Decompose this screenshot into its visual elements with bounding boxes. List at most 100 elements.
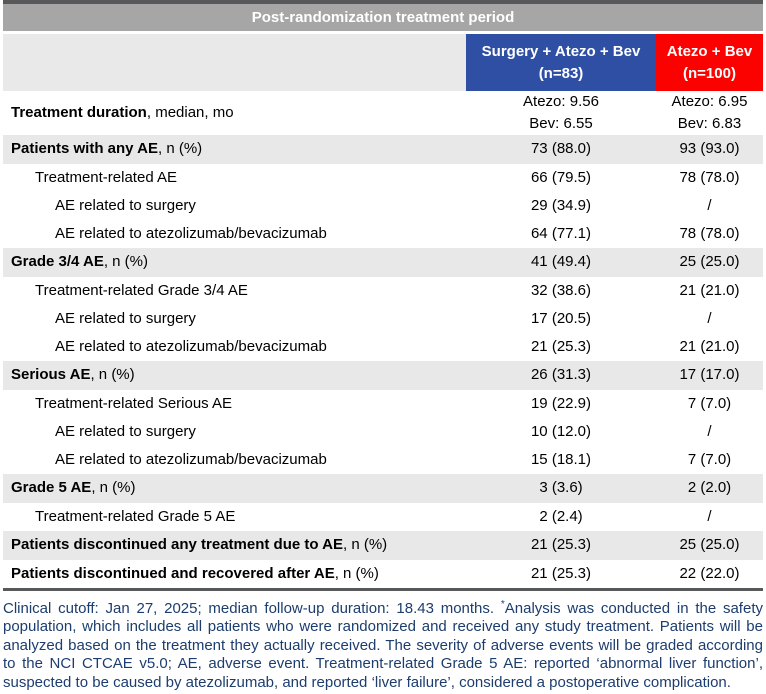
title-divider [3,31,763,34]
footnote-text-1: Clinical cutoff: Jan 27, 2025; median fo… [3,599,501,617]
row-value-atezo-bev: 7 (7.0) [687,394,732,412]
column-header-line2: (n=83) [538,64,584,82]
row-label-bold: Grade 5 AE [11,479,92,496]
table-row: Treatment-related Grade 3/4 AE 32 (38.6)… [3,277,763,305]
table-row: Patients discontinued any treatment due … [3,530,763,560]
table-row: AE related to surgery 10 (12.0) / [3,418,763,446]
column-header-line2: (n=100) [683,64,736,82]
row-value-atezo-bev: / [707,196,712,214]
row-value-surgery-atezo-bev: 19 (22.9) [530,394,592,412]
footnote: Clinical cutoff: Jan 27, 2025; median fo… [3,598,763,693]
row-label-bold: Patients discontinued any treatment due … [11,536,343,553]
table-header-row: Surgery + Atezo + Bev (n=83) Atezo + Bev… [3,34,763,91]
row-value-surgery-atezo-bev: 10 (12.0) [530,422,592,440]
table-row: Grade 3/4 AE, n (%) 41 (49.4) 25 (25.0) [3,247,763,277]
row-value-surgery-atezo-bev: 26 (31.3) [530,366,592,384]
row-label-bold: Patients with any AE [11,140,158,157]
row-label: Patients discontinued any treatment due … [3,536,466,554]
row-label: Treatment-related Grade 3/4 AE [3,282,466,300]
row-value-atezo-bev: 25 (25.0) [679,253,740,271]
row-label-rest: , n (%) [90,366,135,383]
column-header-surgery-atezo-bev: Surgery + Atezo + Bev (n=83) [466,34,656,91]
row-label-rest: , n (%) [91,479,136,496]
row-value-atezo-bev: / [707,422,712,440]
row-value-surgery-atezo-bev: 66 (79.5) [530,168,592,186]
table-row: Patients discontinued and recovered afte… [3,560,763,588]
row-value-surgery-atezo-bev: 15 (18.1) [530,450,592,468]
table-row: AE related to surgery 29 (34.9) / [3,192,763,220]
row-label: AE related to surgery [3,423,466,441]
column-header-line1: Surgery + Atezo + Bev [481,42,641,60]
row-label: Treatment-related Serious AE [3,395,466,413]
row-label-rest: , n (%) [103,253,149,270]
row-value-surgery-atezo-bev: Atezo: 9.56 Bev: 6.55 [523,93,599,132]
footnote-text-2: Analysis was conducted in the safety pop… [3,599,763,691]
table-top-border [3,0,763,4]
row-value-surgery-atezo-bev: 32 (38.6) [530,281,592,299]
row-value-surgery-atezo-bev: 64 (77.1) [530,224,592,242]
table-title: Post-randomization treatment period [3,4,763,31]
table-row: Serious AE, n (%) 26 (31.3) 17 (17.0) [3,360,763,390]
row-value-surgery-atezo-bev: 3 (3.6) [539,479,583,497]
row-label: Grade 3/4 AE, n (%) [3,253,466,271]
row-value-surgery-atezo-bev: 41 (49.4) [530,253,592,271]
row-label-rest: , median, mo [146,103,234,121]
row-value-atezo-bev: 17 (17.0) [679,366,740,384]
header-spacer-cell [3,34,466,91]
table-row: AE related to atezolizumab/bevacizumab 6… [3,220,763,248]
row-label-rest: AE related to atezolizumab/bevacizumab [55,224,327,242]
row-label-rest: AE related to atezolizumab/bevacizumab [55,450,327,468]
table-row: Treatment-related Grade 5 AE 2 (2.4) / [3,503,763,531]
row-value-atezo-bev: 21 (21.0) [679,281,740,299]
table-row: Treatment-related AE 66 (79.5) 78 (78.0) [3,164,763,192]
row-label-bold: Patients discontinued and recovered afte… [11,564,335,582]
row-label: Patients with any AE, n (%) [3,140,466,158]
row-label: Serious AE, n (%) [3,366,466,384]
table-body: Treatment duration, median, mo Atezo: 9.… [3,91,763,588]
row-label: Grade 5 AE, n (%) [3,479,466,497]
row-value-surgery-atezo-bev: 21 (25.3) [530,337,592,355]
row-label-rest: Treatment-related Serious AE [35,394,233,412]
table-row: AE related to surgery 17 (20.5) / [3,305,763,333]
row-label-rest: AE related to surgery [55,422,196,440]
row-label-rest: Treatment-related AE [35,168,178,186]
row-label-rest: AE related to atezolizumab/bevacizumab [55,337,327,355]
row-label-rest: , n (%) [343,536,388,553]
row-label: Treatment duration, median, mo [3,104,466,122]
row-value-atezo-bev: 78 (78.0) [679,168,740,186]
row-label: AE related to surgery [3,310,466,328]
table-row: Grade 5 AE, n (%) 3 (3.6) 2 (2.0) [3,473,763,503]
column-header-atezo-bev: Atezo + Bev (n=100) [656,34,763,91]
row-value-atezo-bev: 22 (22.0) [679,564,740,582]
row-value-surgery-atezo-bev: 2 (2.4) [539,507,583,525]
row-value-atezo-bev: 93 (93.0) [679,140,740,158]
row-label-rest: AE related to surgery [55,309,196,327]
row-value-surgery-atezo-bev: 21 (25.3) [530,564,592,582]
row-value-atezo-bev: / [707,507,712,525]
table-row: Treatment-related Serious AE 19 (22.9) 7… [3,390,763,418]
ae-results-table: Post-randomization treatment period Surg… [3,0,763,591]
row-value-atezo-bev: 2 (2.0) [687,479,732,497]
row-label-rest: Treatment-related Grade 3/4 AE [35,281,248,299]
row-value-surgery-atezo-bev: 17 (20.5) [530,309,592,327]
row-value-surgery-atezo-bev: 73 (88.0) [530,140,592,158]
row-label: Treatment-related AE [3,169,466,187]
row-label-bold: Treatment duration [11,103,147,121]
row-value-atezo-bev: Atezo: 6.95 Bev: 6.83 [671,93,748,132]
row-label-rest: , n (%) [157,140,203,157]
row-value-atezo-bev: / [707,309,712,327]
table-row: Treatment duration, median, mo Atezo: 9.… [3,91,763,135]
row-label-bold: Grade 3/4 AE [11,253,104,270]
row-value-atezo-bev: 25 (25.0) [679,536,740,554]
table-row: Patients with any AE, n (%) 73 (88.0) 93… [3,134,763,164]
row-label: Patients discontinued and recovered afte… [3,565,466,583]
row-label-bold: Serious AE [11,366,91,383]
footnote-asterisk: * [500,598,505,610]
row-label: AE related to atezolizumab/bevacizumab [3,225,466,243]
row-value-surgery-atezo-bev: 29 (34.9) [530,196,592,214]
row-label: AE related to surgery [3,197,466,215]
row-label-rest: AE related to surgery [55,196,196,214]
row-value-atezo-bev: 21 (21.0) [679,337,740,355]
row-label: AE related to atezolizumab/bevacizumab [3,451,466,469]
